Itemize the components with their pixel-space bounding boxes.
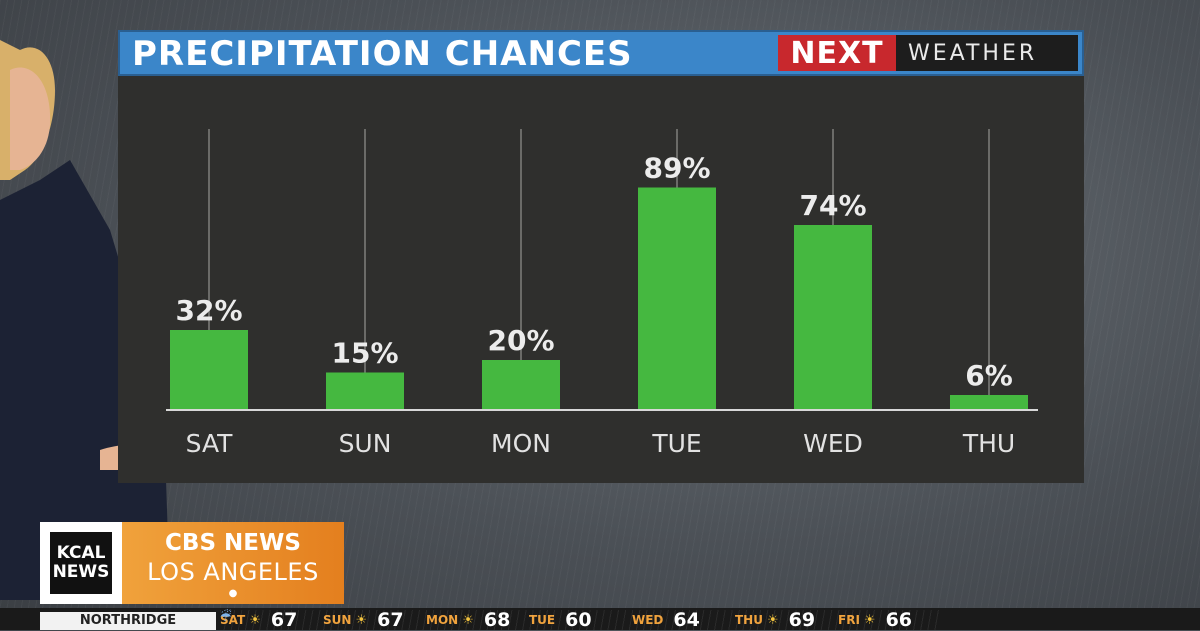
forecast-day: SUN: [323, 613, 351, 627]
sun-icon: ☀: [767, 613, 779, 628]
value-label-mon: 20%: [487, 324, 554, 357]
value-label-thu: 6%: [965, 359, 1013, 392]
x-tick-label-thu: THU: [962, 429, 1015, 458]
forecast-day: WED: [632, 613, 663, 627]
brand-mark: NEXT: [778, 35, 896, 71]
logo-line2: NEWS: [52, 562, 110, 582]
forecast-day: FRI: [838, 613, 860, 627]
x-tick-label-tue: TUE: [651, 429, 701, 458]
forecast-temp: 69: [789, 609, 815, 631]
forecast-item: WED☔64: [220, 609, 941, 631]
sun-icon: ☀: [249, 613, 261, 628]
logo-line1: KCAL: [56, 543, 106, 563]
forecast-item: SAT ☀ 67: [220, 609, 323, 631]
bar-thu: [950, 395, 1028, 410]
chart-title: PRECIPITATION CHANCES: [132, 34, 633, 74]
x-tick-label-wed: WED: [803, 429, 863, 458]
bar-sat: [170, 330, 248, 410]
forecast-day: SAT: [220, 613, 245, 627]
forecast-item: TUE☔60: [220, 609, 941, 631]
value-label-wed: 74%: [799, 189, 866, 222]
brand-line1: CBS NEWS: [165, 530, 301, 556]
bar-wed: [794, 225, 872, 410]
forecast-day: THU: [735, 613, 763, 627]
bar-sun: [326, 372, 404, 410]
sun-icon: ☀: [355, 613, 367, 628]
presenter-silhouette: [0, 40, 170, 600]
forecast-temp: 60: [565, 609, 591, 631]
forecast-temp: 67: [271, 609, 297, 631]
sun-icon: ☀: [462, 613, 474, 628]
forecast-item: SUN ☀ 67: [323, 609, 426, 631]
x-tick-label-sat: SAT: [186, 429, 233, 458]
forecast-day: MON: [426, 613, 458, 627]
forecast-day: TUE: [529, 613, 555, 627]
bar-mon: [482, 360, 560, 410]
forecast-temp: 67: [377, 609, 403, 631]
forecast-temp: 68: [484, 609, 510, 631]
chart-header: PRECIPITATION CHANCES NEXT WEATHER: [118, 30, 1084, 76]
dot-icon: ●: [228, 588, 238, 599]
forecast-item: MON ☀ 68: [426, 609, 529, 631]
brand-line2: LOS ANGELES: [147, 558, 319, 586]
ticker-city: NORTHRIDGE: [40, 612, 216, 630]
forecast-item: FRI ☀ 66: [838, 609, 941, 631]
value-label-sun: 15%: [331, 337, 398, 370]
brand-text: WEATHER: [908, 40, 1038, 66]
value-label-tue: 89%: [643, 152, 710, 185]
chart-panel: 32% SAT 15% SUN 20% MON 89% TUE 74% WED 6% THU: [118, 76, 1084, 483]
cbs-news-la-banner: CBS NEWS LOS ANGELES ●: [122, 522, 344, 604]
rain-icon: ☔: [220, 610, 941, 630]
forecast-item: THU ☀ 69: [735, 609, 838, 631]
forecast-ticker-bar: [0, 608, 1200, 630]
precipitation-bar-chart: 32% SAT 15% SUN 20% MON 89% TUE 74% WED 6% THU: [166, 129, 1038, 458]
kcal-news-logo: KCAL NEWS: [40, 522, 122, 604]
rain-icon: ☔: [220, 610, 941, 630]
x-tick-label-sun: SUN: [339, 429, 392, 458]
forecast-temp: 66: [886, 609, 912, 631]
x-tick-label-mon: MON: [491, 429, 551, 458]
sun-icon: ☀: [864, 613, 876, 628]
next-weather-logo: NEXT WEATHER: [778, 35, 1078, 71]
bar-tue: [638, 187, 716, 410]
value-label-sat: 32%: [175, 294, 242, 327]
forecast-temp: 64: [673, 609, 699, 631]
forecast-strip: SAT☀67SUN☀67MON☀68TUE☔60WED☔64THU☀69FRI☀…: [220, 609, 941, 631]
